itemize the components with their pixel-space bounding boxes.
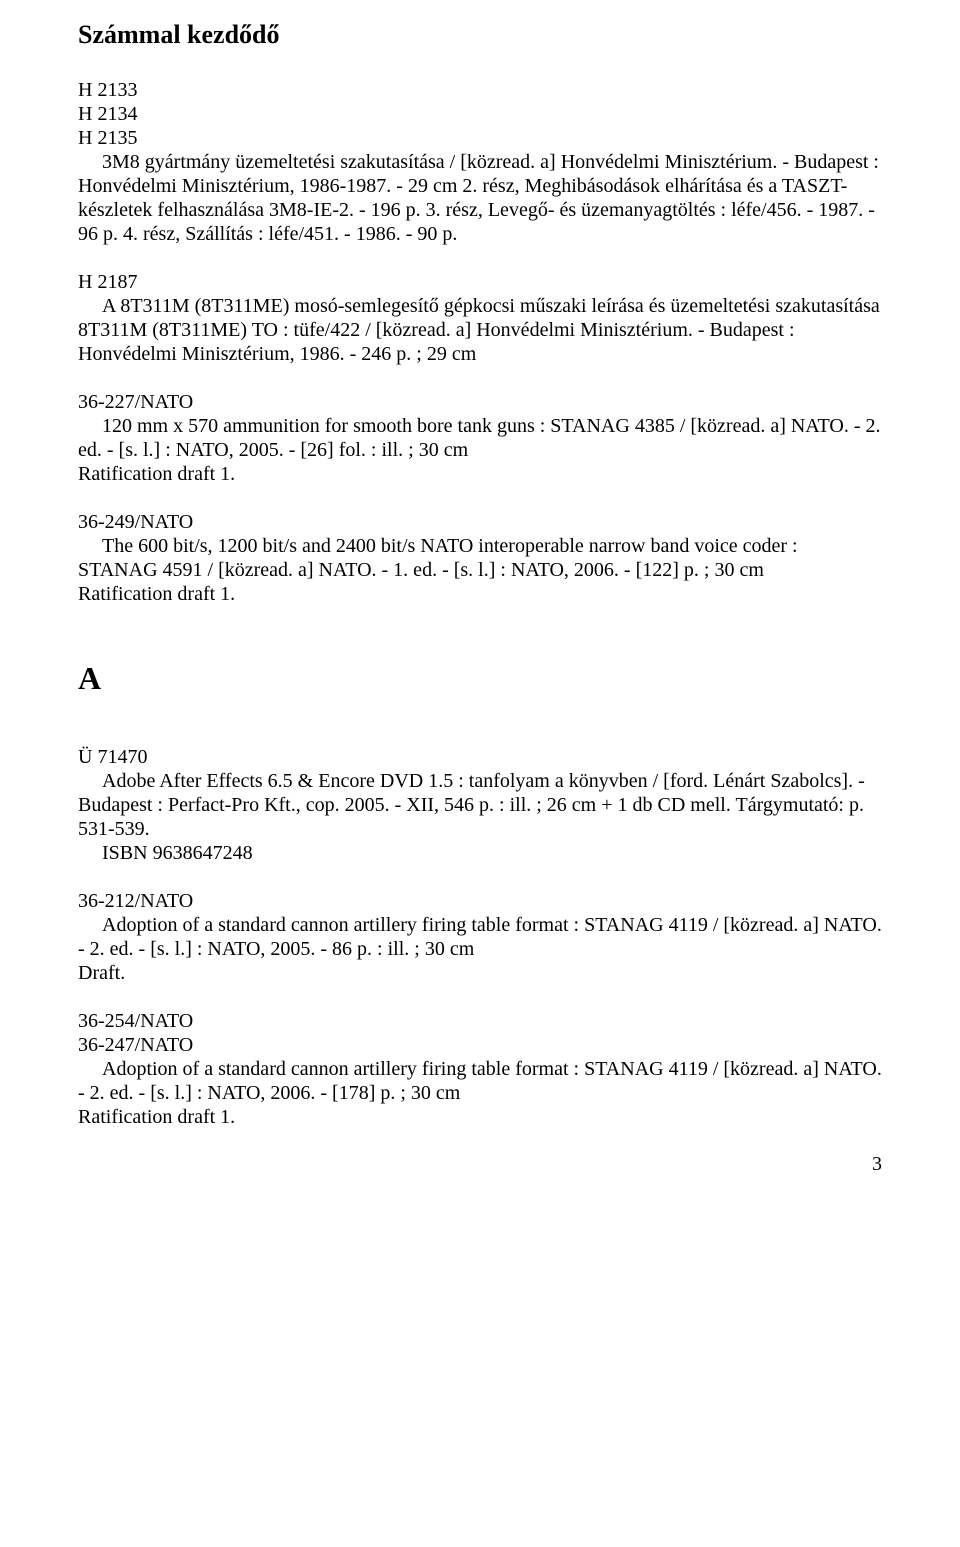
entry-body: A 8T311M (8T311ME) mosó-semlegesítő gépk… bbox=[78, 294, 882, 366]
document-page: Számmal kezdődő H 2133 H 2134 H 2135 3M8… bbox=[0, 0, 960, 1196]
entry-code: 36-212/NATO bbox=[78, 889, 882, 913]
entry-code: 36-249/NATO bbox=[78, 510, 882, 534]
entry-code: H 2135 bbox=[78, 126, 882, 150]
entry-tail: Ratification draft 1. bbox=[78, 582, 882, 606]
entry-body: Adobe After Effects 6.5 & Encore DVD 1.5… bbox=[78, 769, 882, 841]
entry-body: 120 mm x 570 ammunition for smooth bore … bbox=[78, 414, 882, 462]
catalog-entry: 36-254/NATO 36-247/NATO Adoption of a st… bbox=[78, 1009, 882, 1129]
catalog-entry: 36-227/NATO 120 mm x 570 ammunition for … bbox=[78, 390, 882, 486]
section-letter: A bbox=[78, 660, 882, 697]
entry-code: 36-247/NATO bbox=[78, 1033, 882, 1057]
entry-code: H 2187 bbox=[78, 270, 882, 294]
entry-body: Adoption of a standard cannon artillery … bbox=[78, 1057, 882, 1105]
catalog-entry: H 2187 A 8T311M (8T311ME) mosó-semlegesí… bbox=[78, 270, 882, 366]
entry-tail: Ratification draft 1. bbox=[78, 462, 882, 486]
catalog-entry: H 2133 H 2134 H 2135 3M8 gyártmány üzeme… bbox=[78, 78, 882, 246]
entry-tail: ISBN 9638647248 bbox=[78, 841, 882, 865]
entry-code: H 2133 bbox=[78, 78, 882, 102]
entry-body: Adoption of a standard cannon artillery … bbox=[78, 913, 882, 961]
entry-code: 36-227/NATO bbox=[78, 390, 882, 414]
entry-tail: Draft. bbox=[78, 961, 882, 985]
page-number: 3 bbox=[78, 1153, 882, 1176]
catalog-entry: Ü 71470 Adobe After Effects 6.5 & Encore… bbox=[78, 745, 882, 865]
entry-code: 36-254/NATO bbox=[78, 1009, 882, 1033]
entry-tail: Ratification draft 1. bbox=[78, 1105, 882, 1129]
entry-code: Ü 71470 bbox=[78, 745, 882, 769]
catalog-entry: 36-249/NATO The 600 bit/s, 1200 bit/s an… bbox=[78, 510, 882, 606]
heading-top: Számmal kezdődő bbox=[78, 20, 882, 50]
catalog-entry: 36-212/NATO Adoption of a standard canno… bbox=[78, 889, 882, 985]
entry-body: The 600 bit/s, 1200 bit/s and 2400 bit/s… bbox=[78, 534, 882, 582]
entry-code: H 2134 bbox=[78, 102, 882, 126]
entry-body: 3M8 gyártmány üzemeltetési szakutasítása… bbox=[78, 150, 882, 246]
